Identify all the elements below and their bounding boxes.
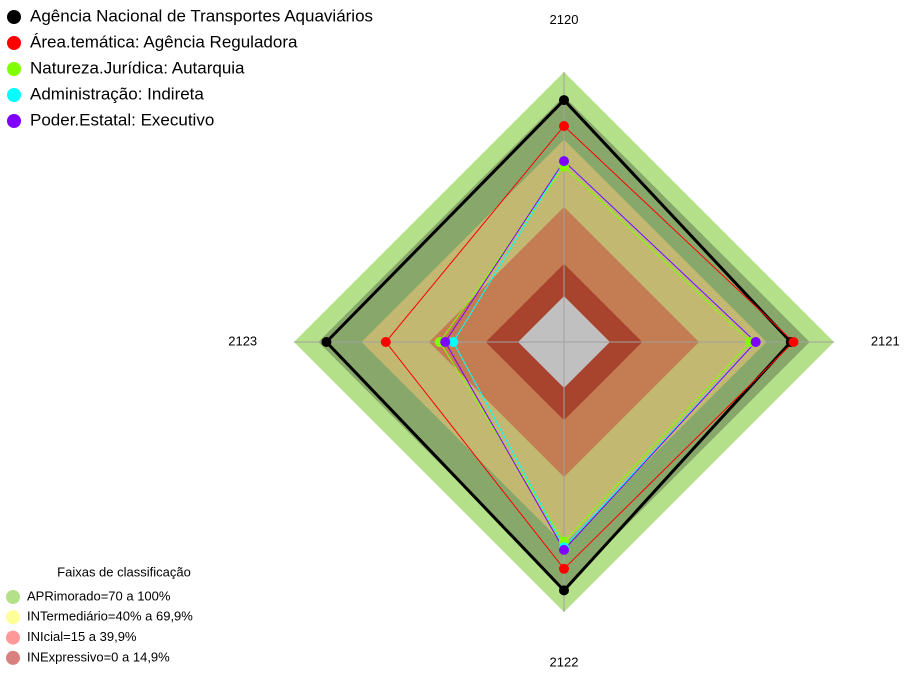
classification-marker xyxy=(6,650,20,665)
legend-marker xyxy=(7,88,21,102)
classification-marker xyxy=(6,610,20,625)
point xyxy=(380,337,391,347)
point xyxy=(559,544,569,555)
classification-marker xyxy=(6,590,20,604)
legend-label: Poder.Estatal: Executivo xyxy=(30,110,214,129)
point xyxy=(559,585,569,596)
point xyxy=(559,121,569,131)
legend-label: Área.temática: Agência Reguladora xyxy=(30,32,298,51)
axis-label: 2123 xyxy=(228,333,257,348)
axis-label: 2120 xyxy=(550,12,579,27)
classification-label: APRimorado=70 a 100% xyxy=(27,588,171,603)
classification-label: INIcial=15 a 39,9% xyxy=(27,629,137,644)
point xyxy=(788,337,799,347)
classification-label: INExpressivo=0 a 14,9% xyxy=(27,649,170,664)
classification-marker xyxy=(6,630,20,645)
point xyxy=(448,337,459,347)
classification-label: INTermediário=40% a 69,9% xyxy=(27,609,193,624)
legend-marker xyxy=(7,114,21,128)
point xyxy=(559,95,569,106)
axis-label: 2122 xyxy=(550,655,579,670)
point xyxy=(559,156,569,167)
point xyxy=(750,337,761,347)
axis-label: 2121 xyxy=(871,333,900,348)
legend-marker xyxy=(7,36,21,50)
legend-label: Administração: Indireta xyxy=(30,84,204,103)
legend-marker xyxy=(7,10,21,24)
legend-marker xyxy=(7,62,21,76)
classification-title: Faixas de classificação xyxy=(57,564,191,579)
legend-label: Natureza.Jurídica: Autarquia xyxy=(30,58,245,77)
legend-label: Agência Nacional de Transportes Aquaviár… xyxy=(30,6,373,25)
point xyxy=(559,563,569,574)
point xyxy=(321,337,332,347)
point xyxy=(440,337,451,347)
